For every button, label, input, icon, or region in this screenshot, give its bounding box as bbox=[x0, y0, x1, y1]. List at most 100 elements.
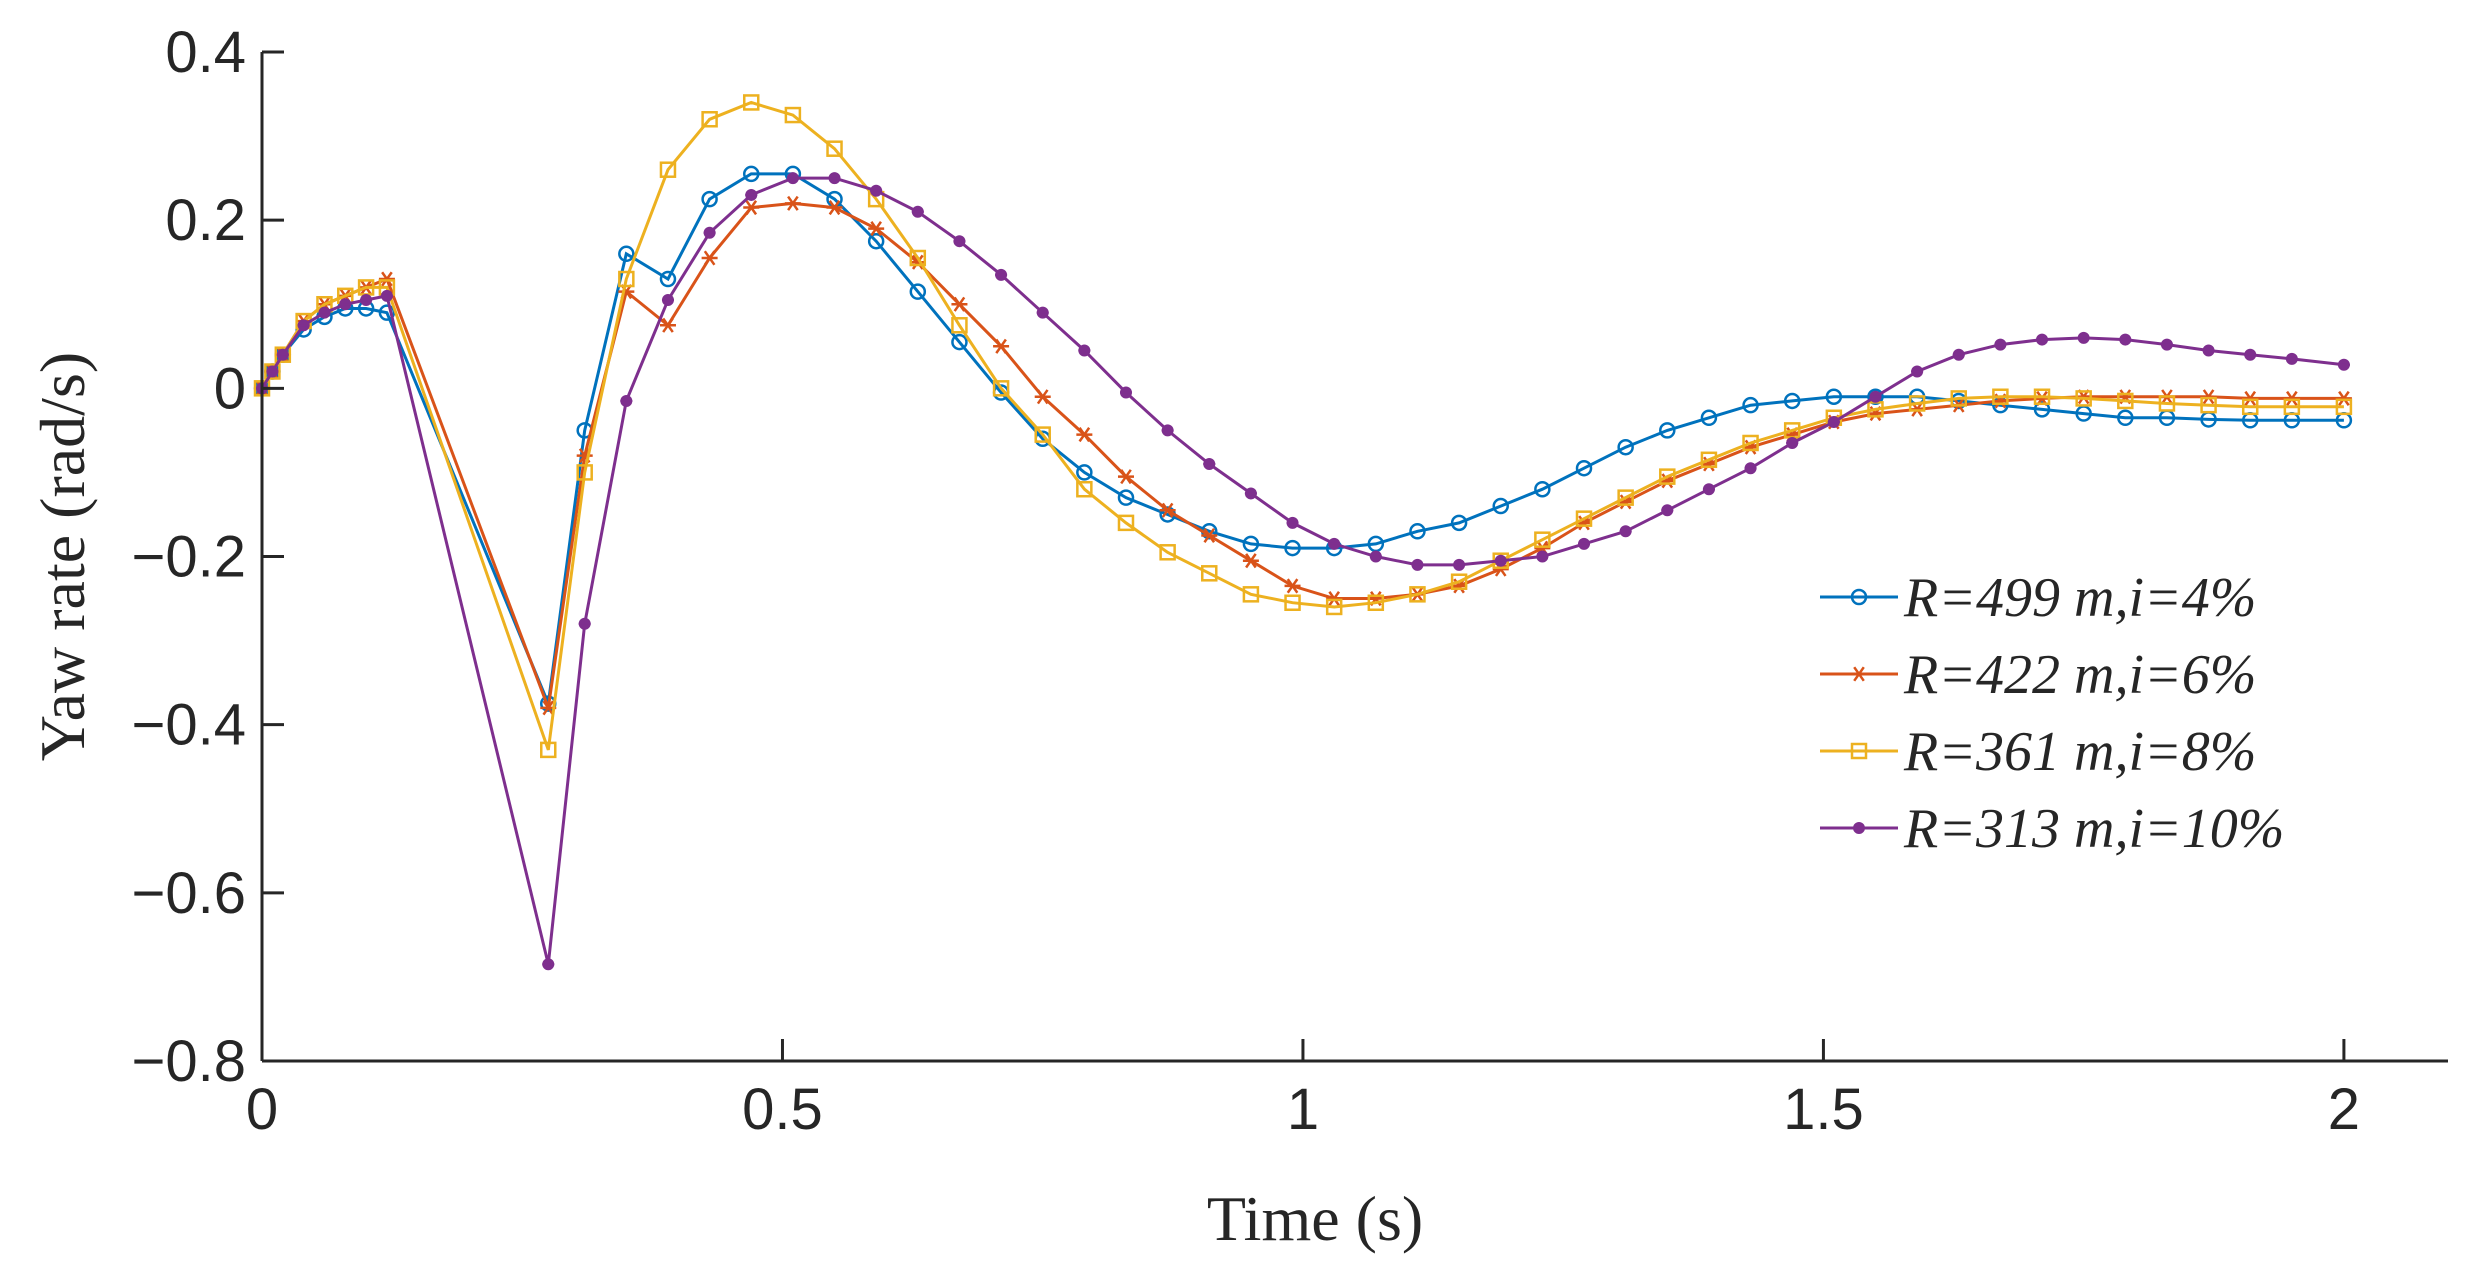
data-point bbox=[743, 200, 760, 216]
data-point bbox=[1453, 558, 1466, 571]
data-point bbox=[276, 348, 289, 361]
data-point bbox=[828, 172, 841, 185]
data-point bbox=[2036, 333, 2049, 346]
data-point bbox=[784, 195, 801, 211]
legend-label: R=313 m,i=10% bbox=[1903, 798, 2284, 860]
y-tick-label: 0.2 bbox=[165, 188, 246, 253]
data-point bbox=[1742, 434, 1759, 452]
data-point bbox=[1325, 598, 1343, 616]
data-point bbox=[618, 245, 635, 263]
data-point bbox=[2335, 390, 2352, 406]
data-point bbox=[264, 363, 281, 380]
data-point bbox=[339, 298, 352, 311]
data-point bbox=[742, 94, 760, 111]
data-point bbox=[1117, 514, 1135, 532]
data-point bbox=[1742, 396, 1759, 414]
data-point bbox=[1409, 586, 1426, 603]
series-4 bbox=[256, 172, 2350, 971]
data-point bbox=[659, 317, 676, 333]
x-tick-label: 1.5 bbox=[1783, 1077, 1864, 1142]
data-point bbox=[1369, 550, 1382, 563]
legend-marker bbox=[1850, 742, 1868, 760]
data-point bbox=[1076, 427, 1093, 443]
series-line bbox=[260, 176, 2345, 965]
data-point bbox=[1286, 516, 1299, 529]
data-point bbox=[1284, 594, 1301, 611]
data-point bbox=[703, 226, 716, 239]
data-point bbox=[1117, 469, 1134, 485]
data-point bbox=[1284, 578, 1301, 594]
data-point bbox=[909, 283, 927, 300]
legend-entry: R=313 m,i=10% bbox=[1820, 798, 2284, 860]
legend-label: R=422 m,i=6% bbox=[1903, 644, 2256, 706]
data-point bbox=[1952, 348, 1965, 361]
data-point bbox=[1659, 468, 1676, 485]
y-tick-label: −0.8 bbox=[132, 1029, 247, 1094]
data-point bbox=[2244, 348, 2257, 361]
data-point bbox=[745, 188, 758, 201]
data-point bbox=[1284, 539, 1301, 557]
data-point bbox=[909, 254, 926, 270]
y-tick-label: 0 bbox=[214, 356, 246, 421]
data-point bbox=[1201, 565, 1218, 582]
data-point bbox=[992, 380, 1010, 397]
x-tick-label: 0 bbox=[246, 1077, 278, 1142]
legend: R=499 m,i=4% R=422 m,i=6% R=361 m,i=8% R=31… bbox=[1820, 567, 2284, 860]
data-point bbox=[2117, 409, 2134, 427]
data-point bbox=[786, 172, 799, 185]
x-tick-label: 1 bbox=[1287, 1077, 1319, 1142]
data-point bbox=[1409, 523, 1426, 540]
data-point bbox=[1076, 464, 1093, 481]
data-point bbox=[1536, 550, 1549, 563]
data-point bbox=[1034, 426, 1051, 443]
legend-marker bbox=[1851, 666, 1867, 682]
data-point bbox=[2337, 358, 2350, 371]
data-point bbox=[2283, 398, 2301, 416]
data-point bbox=[578, 617, 591, 630]
data-point bbox=[2241, 398, 2259, 416]
legend-label: R=361 m,i=8% bbox=[1903, 721, 2256, 783]
data-point bbox=[1783, 392, 1801, 410]
data-point bbox=[1367, 594, 1385, 611]
data-point bbox=[318, 306, 331, 319]
data-point bbox=[951, 296, 968, 312]
x-tick-label: 2 bbox=[2328, 1077, 2360, 1142]
data-point bbox=[266, 365, 279, 378]
data-point bbox=[1911, 365, 1924, 378]
data-point bbox=[1575, 459, 1593, 477]
data-point bbox=[2200, 396, 2217, 414]
data-point bbox=[659, 270, 677, 288]
data-point bbox=[1242, 553, 1259, 569]
legend-entry: R=361 m,i=8% bbox=[1820, 721, 2256, 783]
data-point bbox=[2077, 331, 2090, 344]
x-axis-label: Time (s) bbox=[1207, 1183, 1423, 1254]
data-point bbox=[2202, 344, 2215, 357]
series-line bbox=[260, 100, 2344, 751]
y-axis-label: Yaw rate (rad/s) bbox=[27, 352, 98, 761]
data-point bbox=[1869, 390, 1882, 403]
data-point bbox=[1617, 489, 1634, 506]
data-point bbox=[1786, 436, 1799, 449]
series-layer bbox=[253, 94, 2353, 971]
data-point bbox=[378, 271, 395, 287]
legend-marker bbox=[1853, 822, 1865, 834]
data-point bbox=[867, 232, 885, 250]
data-point bbox=[1700, 409, 1718, 427]
y-tick-label: −0.2 bbox=[132, 525, 247, 590]
data-point bbox=[274, 346, 292, 363]
legend-entry: R=422 m,i=6% bbox=[1820, 644, 2256, 706]
data-point bbox=[1076, 480, 1093, 498]
data-point bbox=[1994, 338, 2007, 351]
data-point bbox=[1492, 497, 1509, 515]
data-point bbox=[911, 205, 924, 218]
data-point bbox=[826, 140, 843, 157]
data-point bbox=[618, 270, 635, 288]
data-point bbox=[2075, 390, 2092, 407]
data-point bbox=[1659, 422, 1676, 439]
data-point bbox=[1117, 489, 1135, 506]
data-point bbox=[576, 464, 593, 481]
data-point bbox=[661, 294, 674, 307]
data-point bbox=[995, 268, 1008, 281]
